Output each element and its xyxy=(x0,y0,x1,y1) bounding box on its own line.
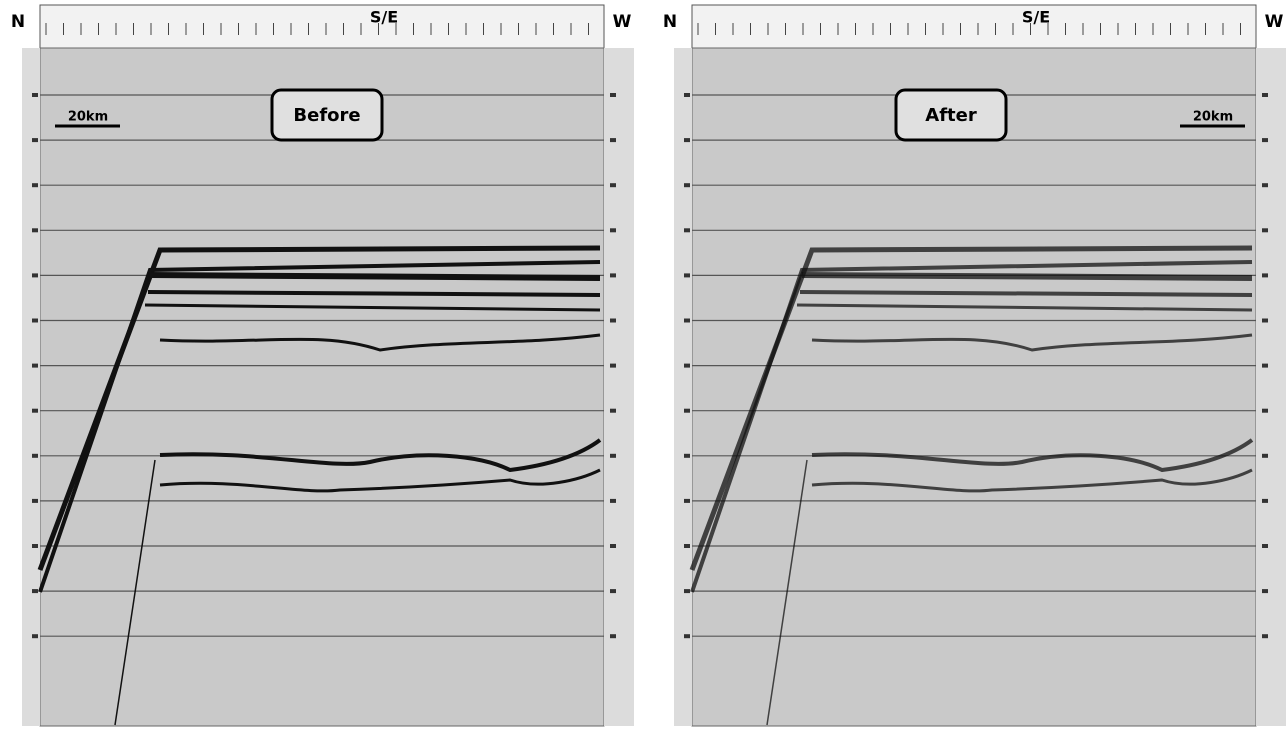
axis-tick-label xyxy=(1262,273,1268,278)
reflection xyxy=(37,245,601,571)
reflection xyxy=(799,290,1253,297)
axis-tick-label xyxy=(684,408,690,413)
axis-tick-label xyxy=(684,634,690,639)
center-direction: S/E xyxy=(370,8,398,27)
axis-tick-label xyxy=(684,228,690,233)
axis-tick-label xyxy=(1262,498,1268,503)
section-background xyxy=(691,47,1257,727)
axis-tick-label xyxy=(610,498,616,503)
center-direction: S/E xyxy=(1022,8,1050,27)
axis-tick-label xyxy=(684,318,690,323)
axis-tick-label xyxy=(32,228,38,233)
scale-label: 20km xyxy=(1193,110,1233,125)
axis-tick-label xyxy=(1262,138,1268,143)
header-ruler xyxy=(691,4,1257,49)
axis-tick-label xyxy=(684,93,690,97)
axis-tick-label xyxy=(1262,408,1268,413)
section-background xyxy=(39,47,605,727)
axis-tick-label xyxy=(610,363,616,368)
axis-tick-label xyxy=(1262,318,1268,323)
reflection xyxy=(811,468,1253,493)
reflection xyxy=(147,290,601,297)
reflection xyxy=(690,260,1253,593)
reflection xyxy=(38,260,601,593)
axis-tick-label xyxy=(1262,544,1268,548)
panel-label: Before xyxy=(293,105,360,126)
left-direction: N xyxy=(663,12,677,32)
axis-tick-label xyxy=(610,273,616,278)
scale-label: 20km xyxy=(68,110,108,125)
panel-label: After xyxy=(925,105,977,126)
right-axis-strip xyxy=(604,48,634,726)
seismic-panel: N S/E W After 20km xyxy=(663,4,1286,727)
reflection xyxy=(144,303,601,312)
axis-tick-label xyxy=(1262,363,1268,368)
axis-tick-label xyxy=(32,318,38,323)
reflection xyxy=(766,459,808,726)
axis-tick-label xyxy=(684,589,690,594)
axis-tick-label xyxy=(1262,93,1268,97)
reflection xyxy=(811,333,1253,352)
axis-tick-label xyxy=(684,453,690,458)
axis-tick-label xyxy=(32,589,38,594)
axis-tick-label xyxy=(684,363,690,368)
reflection xyxy=(159,438,602,473)
seismic-panel: N S/E W Before 20km xyxy=(11,4,634,727)
reflection xyxy=(801,272,1253,281)
axis-tick-label xyxy=(684,183,690,188)
axis-tick-label xyxy=(1262,634,1268,639)
left-axis-strip xyxy=(22,48,40,726)
reflection xyxy=(796,303,1253,312)
reflection xyxy=(689,245,1253,571)
axis-tick-label xyxy=(32,363,38,368)
axis-tick-label xyxy=(32,183,38,188)
axis-tick-label xyxy=(32,138,38,143)
axis-tick-label xyxy=(32,498,38,503)
axis-tick-label xyxy=(610,228,616,233)
axis-tick-label xyxy=(684,498,690,503)
left-axis-strip xyxy=(674,48,692,726)
axis-tick-label xyxy=(610,183,616,188)
axis-tick-label xyxy=(610,93,616,97)
right-direction: W xyxy=(613,12,632,32)
axis-tick-label xyxy=(32,408,38,413)
axis-tick-label xyxy=(32,634,38,639)
axis-tick-label xyxy=(610,318,616,323)
label-box xyxy=(270,88,384,142)
reflection xyxy=(811,438,1254,473)
header-ruler xyxy=(39,4,605,49)
left-direction: N xyxy=(11,12,25,32)
reflection xyxy=(149,272,601,281)
right-direction: W xyxy=(1265,12,1284,32)
axis-tick-label xyxy=(610,408,616,413)
axis-tick-label xyxy=(32,273,38,278)
axis-tick-label xyxy=(684,544,690,548)
reflection xyxy=(114,459,156,726)
axis-tick-label xyxy=(610,138,616,143)
right-axis-strip xyxy=(1256,48,1286,726)
axis-tick-label xyxy=(610,453,616,458)
label-box xyxy=(894,88,1008,142)
axis-tick-label xyxy=(32,453,38,458)
axis-tick-label xyxy=(1262,589,1268,594)
axis-tick-label xyxy=(610,589,616,594)
axis-tick-label xyxy=(684,273,690,278)
reflection xyxy=(159,468,601,493)
axis-tick-label xyxy=(1262,453,1268,458)
axis-tick-label xyxy=(1262,183,1268,188)
axis-tick-label xyxy=(610,544,616,548)
axis-tick-label xyxy=(610,634,616,639)
axis-tick-label xyxy=(32,544,38,548)
axis-tick-label xyxy=(32,93,38,97)
axis-tick-label xyxy=(684,138,690,143)
reflection xyxy=(159,333,601,352)
axis-tick-label xyxy=(1262,228,1268,233)
